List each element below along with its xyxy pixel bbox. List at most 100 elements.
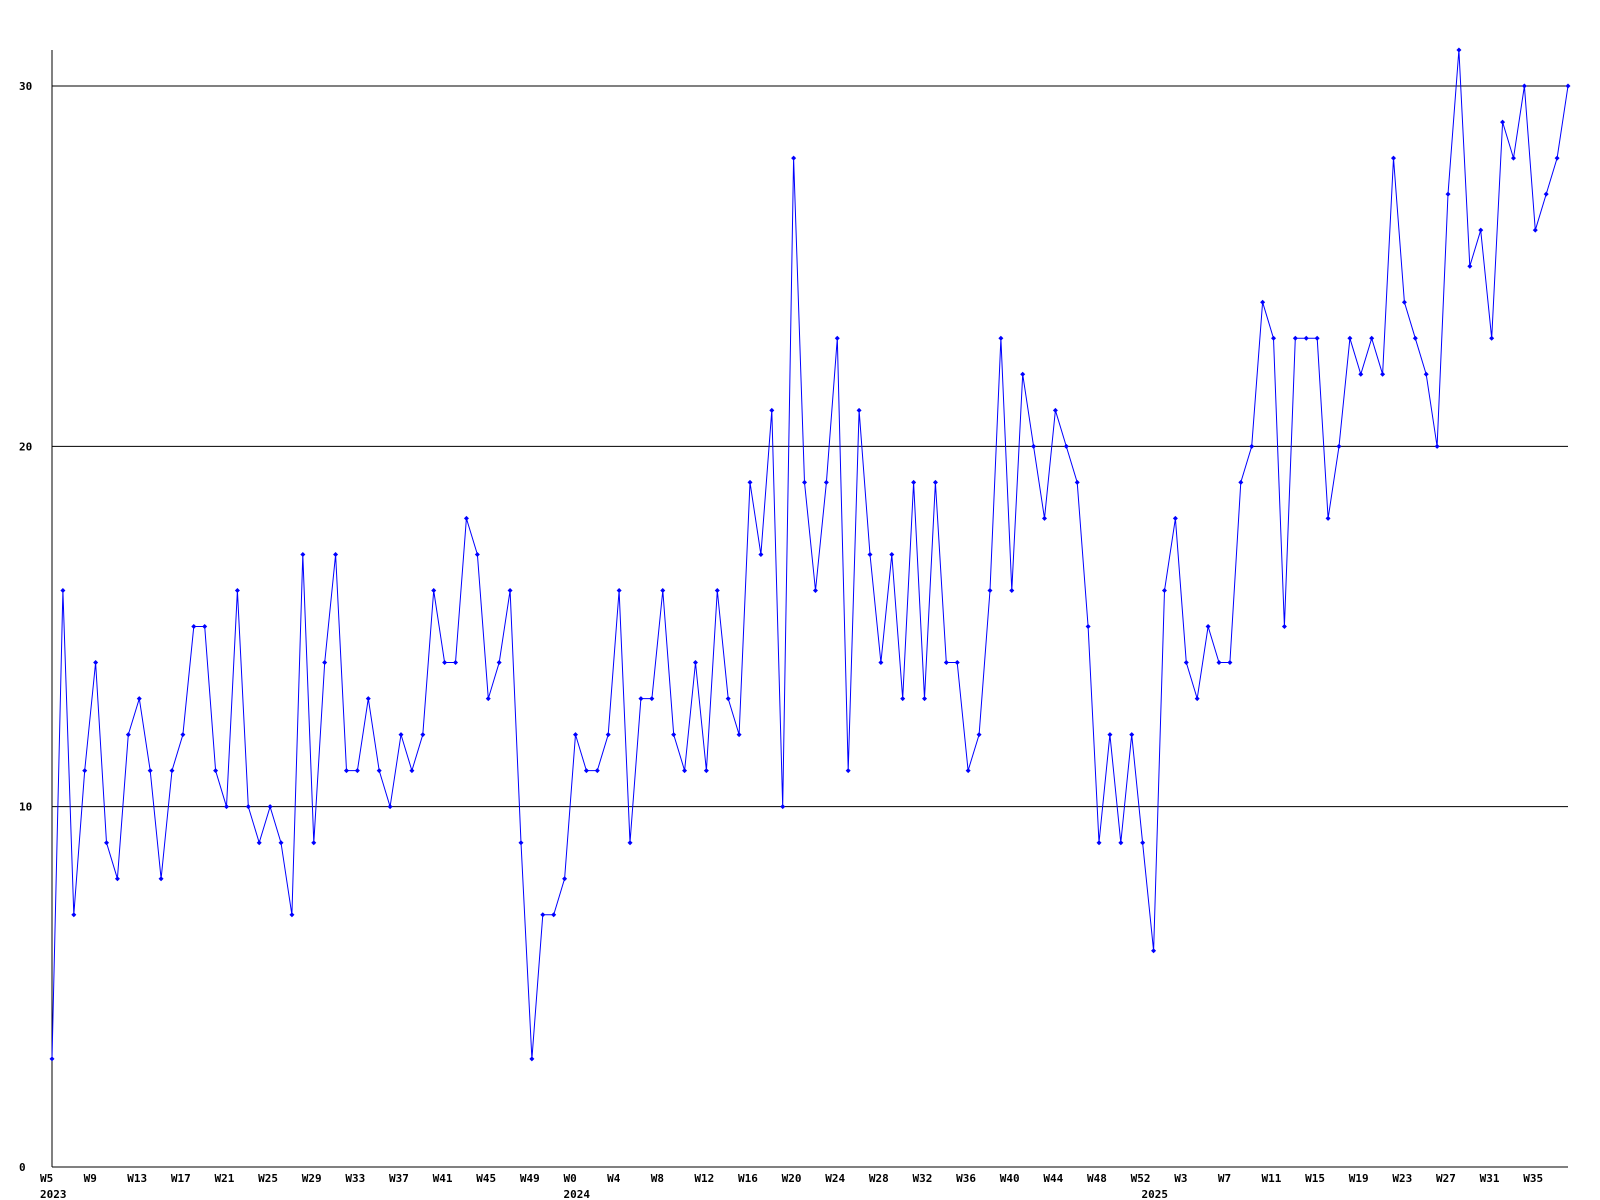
data-point (583, 768, 589, 774)
data-point (93, 660, 99, 666)
data-point (1271, 335, 1277, 341)
data-point (594, 768, 600, 774)
data-point (474, 551, 480, 557)
data-point (365, 696, 371, 702)
data-point (1020, 371, 1026, 377)
data-point (71, 912, 77, 918)
x-tick-label: W12 (694, 1172, 714, 1185)
data-point (987, 587, 993, 593)
data-point (1216, 660, 1222, 666)
data-point (725, 696, 731, 702)
data-point (125, 732, 131, 738)
data-point (1325, 515, 1331, 521)
data-point (834, 335, 840, 341)
data-point (1543, 191, 1549, 197)
x-tick-label: W13 (127, 1172, 147, 1185)
x-tick-label: W40 (1000, 1172, 1020, 1185)
data-point (1423, 371, 1429, 377)
data-point (387, 804, 393, 810)
data-point (1194, 696, 1200, 702)
data-point (791, 155, 797, 161)
data-point (736, 732, 742, 738)
data-point (300, 551, 306, 557)
data-point (1369, 335, 1375, 341)
x-tick-label: W35 (1523, 1172, 1543, 1185)
data-point (823, 479, 829, 485)
data-point (529, 1056, 535, 1062)
data-point (878, 660, 884, 666)
data-point (889, 551, 895, 557)
data-point (1107, 732, 1113, 738)
data-point (1031, 443, 1037, 449)
x-tick-label: W9 (84, 1172, 97, 1185)
data-point (1456, 47, 1462, 53)
x-tick-label: W3 (1174, 1172, 1187, 1185)
data-point (627, 840, 633, 846)
data-point (1500, 119, 1506, 125)
data-point (540, 912, 546, 918)
data-point (1314, 335, 1320, 341)
x-tick-label: W31 (1480, 1172, 1500, 1185)
data-point (1358, 371, 1364, 377)
data-point (343, 768, 349, 774)
x-tick-label: W45 (476, 1172, 496, 1185)
data-point (213, 768, 219, 774)
data-point (431, 587, 437, 593)
data-point (1227, 660, 1233, 666)
data-point (1412, 335, 1418, 341)
data-point (496, 660, 502, 666)
data-point (1096, 840, 1102, 846)
data-point (747, 479, 753, 485)
data-point (562, 876, 568, 882)
data-point (692, 660, 698, 666)
data-point (1347, 335, 1353, 341)
data-point (224, 804, 230, 810)
x-tick-label: W23 (1392, 1172, 1412, 1185)
data-point (191, 624, 197, 630)
x-tick-label: W33 (345, 1172, 365, 1185)
year-label: 2023 (40, 1188, 67, 1200)
x-tick-label: W5 (40, 1172, 53, 1185)
x-tick-label: W15 (1305, 1172, 1325, 1185)
data-point (1467, 263, 1473, 269)
data-point (104, 840, 110, 846)
x-tick-label: W7 (1218, 1172, 1231, 1185)
x-tick-label: W44 (1043, 1172, 1063, 1185)
data-point (573, 732, 579, 738)
data-point (180, 732, 186, 738)
data-point (409, 768, 415, 774)
data-point (1554, 155, 1560, 161)
data-point (965, 768, 971, 774)
data-point (136, 696, 142, 702)
data-point (812, 587, 818, 593)
x-tick-label: W21 (215, 1172, 235, 1185)
data-point (169, 768, 175, 774)
data-point (845, 768, 851, 774)
data-point (1380, 371, 1386, 377)
data-point (802, 479, 808, 485)
data-point (856, 407, 862, 413)
data-point (245, 804, 251, 810)
data-point (1009, 587, 1015, 593)
data-point (234, 587, 240, 593)
x-tick-label: W48 (1087, 1172, 1107, 1185)
data-point (1292, 335, 1298, 341)
data-point (463, 515, 469, 521)
data-point (1521, 83, 1527, 89)
y-tick-label: 20 (19, 440, 32, 453)
data-point (682, 768, 688, 774)
data-point (703, 768, 709, 774)
data-point (758, 551, 764, 557)
data-point (147, 768, 153, 774)
data-point (1205, 624, 1211, 630)
data-point (605, 732, 611, 738)
data-point (1303, 335, 1309, 341)
data-point (660, 587, 666, 593)
data-point (638, 696, 644, 702)
data-point (867, 551, 873, 557)
x-tick-label: W37 (389, 1172, 409, 1185)
data-point (998, 335, 1004, 341)
year-label: 2024 (564, 1188, 591, 1200)
series-line (51, 49, 1569, 1059)
